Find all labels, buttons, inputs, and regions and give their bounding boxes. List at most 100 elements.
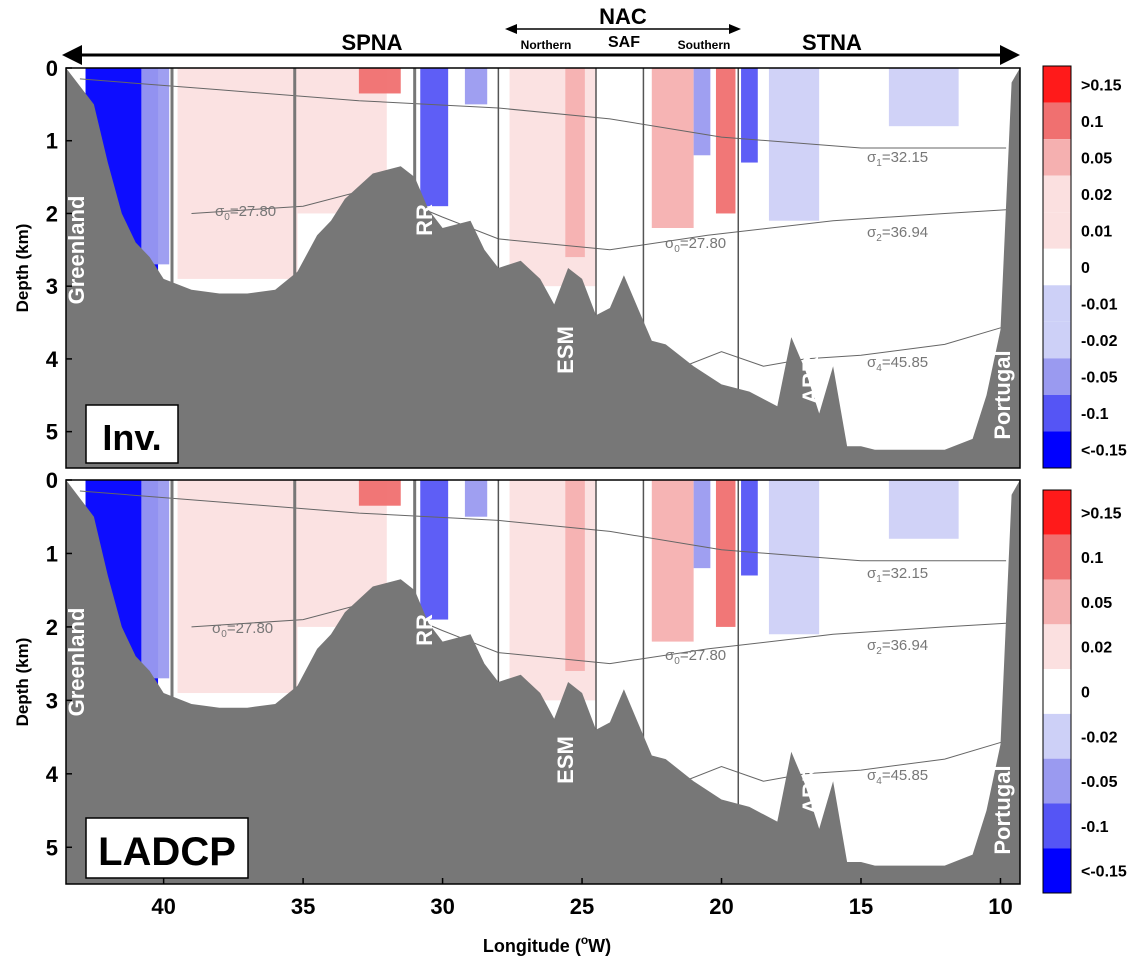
y-tick-label: 3 (46, 274, 58, 299)
colorbar-swatch (1043, 431, 1071, 468)
colorbar-swatch (1043, 490, 1071, 535)
bathymetry-label: ABR (798, 356, 823, 404)
colorbar-label: -0.02 (1081, 729, 1118, 746)
colorbar-label: 0.01 (1081, 223, 1112, 240)
bathymetry (66, 480, 1020, 884)
isopycnal-label: σ0=27.80 (212, 620, 273, 640)
subregion-label-northern: Northern (521, 38, 572, 52)
colorbar-label: <-0.15 (1081, 864, 1127, 881)
x-tick-label: 35 (291, 894, 315, 919)
velocity-band (358, 480, 401, 506)
y-tick-label: 4 (46, 347, 59, 372)
velocity-band (888, 480, 959, 539)
colorbar-label: -0.05 (1081, 370, 1118, 387)
plot-frame (65, 67, 1021, 469)
region-header: SPNA NAC STNA Northern SAF Southern (62, 4, 1020, 65)
isopycnal-line (79, 490, 1007, 562)
isopycnal-label: σ2=36.94 (867, 224, 928, 244)
y-axis-title: Depth (km) (13, 638, 32, 727)
colorbar-frame (1042, 489, 1072, 894)
colorbar-label: 0.05 (1081, 595, 1112, 612)
x-tick-label: 30 (430, 894, 454, 919)
bathymetry-label: Greenland (64, 196, 89, 305)
colorbar-swatch (1043, 212, 1071, 249)
colorbar-ladcp: >0.15 0.1 0.05 0.02 0 -0.02 -0.05 -0.1 <-0.15 (1042, 489, 1127, 894)
colorbar-swatch (1043, 803, 1071, 849)
isopycnal-label: σ1=32.15 (867, 149, 928, 169)
panel-label: LADCP (98, 830, 236, 874)
bathymetry-label: Greenland (64, 608, 89, 717)
colorbar-label: 0.1 (1081, 114, 1103, 131)
isopycnal-line (79, 78, 1007, 149)
colorbar-label: -0.05 (1081, 774, 1118, 791)
panel-label: Inv. (102, 417, 161, 458)
plot-area (66, 480, 1020, 884)
colorbar-swatch (1043, 758, 1071, 804)
colorbar-label: -0.1 (1081, 406, 1109, 423)
velocity-band (358, 68, 401, 94)
colorbar-label: -0.01 (1081, 297, 1118, 314)
colorbar-frame (1042, 65, 1072, 469)
colorbar-label: 0.05 (1081, 150, 1112, 167)
velocity-band (464, 480, 488, 517)
y-tick-label: 1 (46, 129, 58, 154)
isopycnal-label: σ0=27.80 (665, 647, 726, 667)
colorbar-swatch (1043, 534, 1071, 580)
colorbar-label: -0.1 (1081, 819, 1109, 836)
colorbar-label: 0 (1081, 685, 1090, 702)
nac-arrowhead-left (505, 24, 517, 34)
velocity-band (177, 480, 298, 694)
colorbar-swatch (1043, 102, 1071, 140)
velocity-band (693, 68, 711, 156)
bathymetry-label: Portugal (990, 350, 1015, 439)
region-label-nac: NAC (599, 4, 647, 29)
y-axis-title: Depth (km) (13, 224, 32, 313)
velocity-band (715, 68, 736, 214)
colorbar-label: 0 (1081, 260, 1090, 277)
plot-area (66, 68, 1020, 468)
colorbar-swatch (1043, 175, 1071, 213)
x-tick-label: 25 (570, 894, 594, 919)
subregion-label-southern: Southern (678, 38, 731, 52)
x-axis: 40 35 30 25 20 15 10 (151, 878, 1013, 919)
colorbar-label: >0.15 (1081, 505, 1122, 522)
velocity-band (741, 480, 758, 576)
panel-ladcp: 0 1 2 3 4 5 Depth (km) Greenland RR ESM ABR Portuga… (13, 468, 1021, 885)
y-tick-label: 4 (46, 762, 59, 787)
isopycnal-line (191, 187, 1007, 251)
plot-frame (65, 479, 1021, 885)
x-tick-label: 20 (709, 894, 733, 919)
panel-inv: 0 1 2 3 4 5 Depth (km) Greenland RR ESM ABR Portuga… (13, 56, 1021, 469)
bathymetry-label: RR (412, 614, 437, 646)
colorbar-swatch (1043, 579, 1071, 625)
colorbar-inv: >0.15 0.1 0.05 0.02 0.01 0 -0.01 -0.02 -0.05 -0.1… (1042, 65, 1127, 469)
nac-arrowhead-right (729, 24, 741, 34)
x-tick-label: 40 (151, 894, 175, 919)
y-tick-label: 2 (46, 201, 58, 226)
x-axis-title: Longitude (oW) (483, 933, 611, 956)
colorbar-label: <-0.15 (1081, 443, 1127, 460)
isopycnal-line (665, 740, 1007, 789)
bathymetry-label: Portugal (990, 765, 1015, 854)
bathymetry-label: ESM (553, 326, 578, 374)
y-tick-label: 1 (46, 541, 58, 566)
velocity-band (420, 68, 449, 207)
panel-label-box (85, 817, 249, 879)
velocity-band (651, 480, 694, 642)
velocity-band (715, 480, 736, 627)
isopycnal-label: σ0=27.80 (215, 203, 276, 223)
y-tick-label: 2 (46, 615, 58, 640)
x-tick-label: 15 (849, 894, 873, 919)
colorbar-label: 0.02 (1081, 640, 1112, 657)
arrowhead-left (62, 45, 82, 65)
colorbar-swatch (1043, 248, 1071, 286)
isopycnal-line (665, 325, 1007, 374)
colorbar-swatch (1043, 66, 1071, 103)
velocity-band (741, 68, 758, 163)
colorbar-label: >0.15 (1081, 77, 1122, 94)
colorbar-swatch (1043, 669, 1071, 714)
subregion-label-saf: SAF (608, 34, 640, 51)
colorbar-swatch (1043, 394, 1071, 432)
bathymetry (66, 68, 1020, 468)
velocity-band (565, 480, 585, 671)
